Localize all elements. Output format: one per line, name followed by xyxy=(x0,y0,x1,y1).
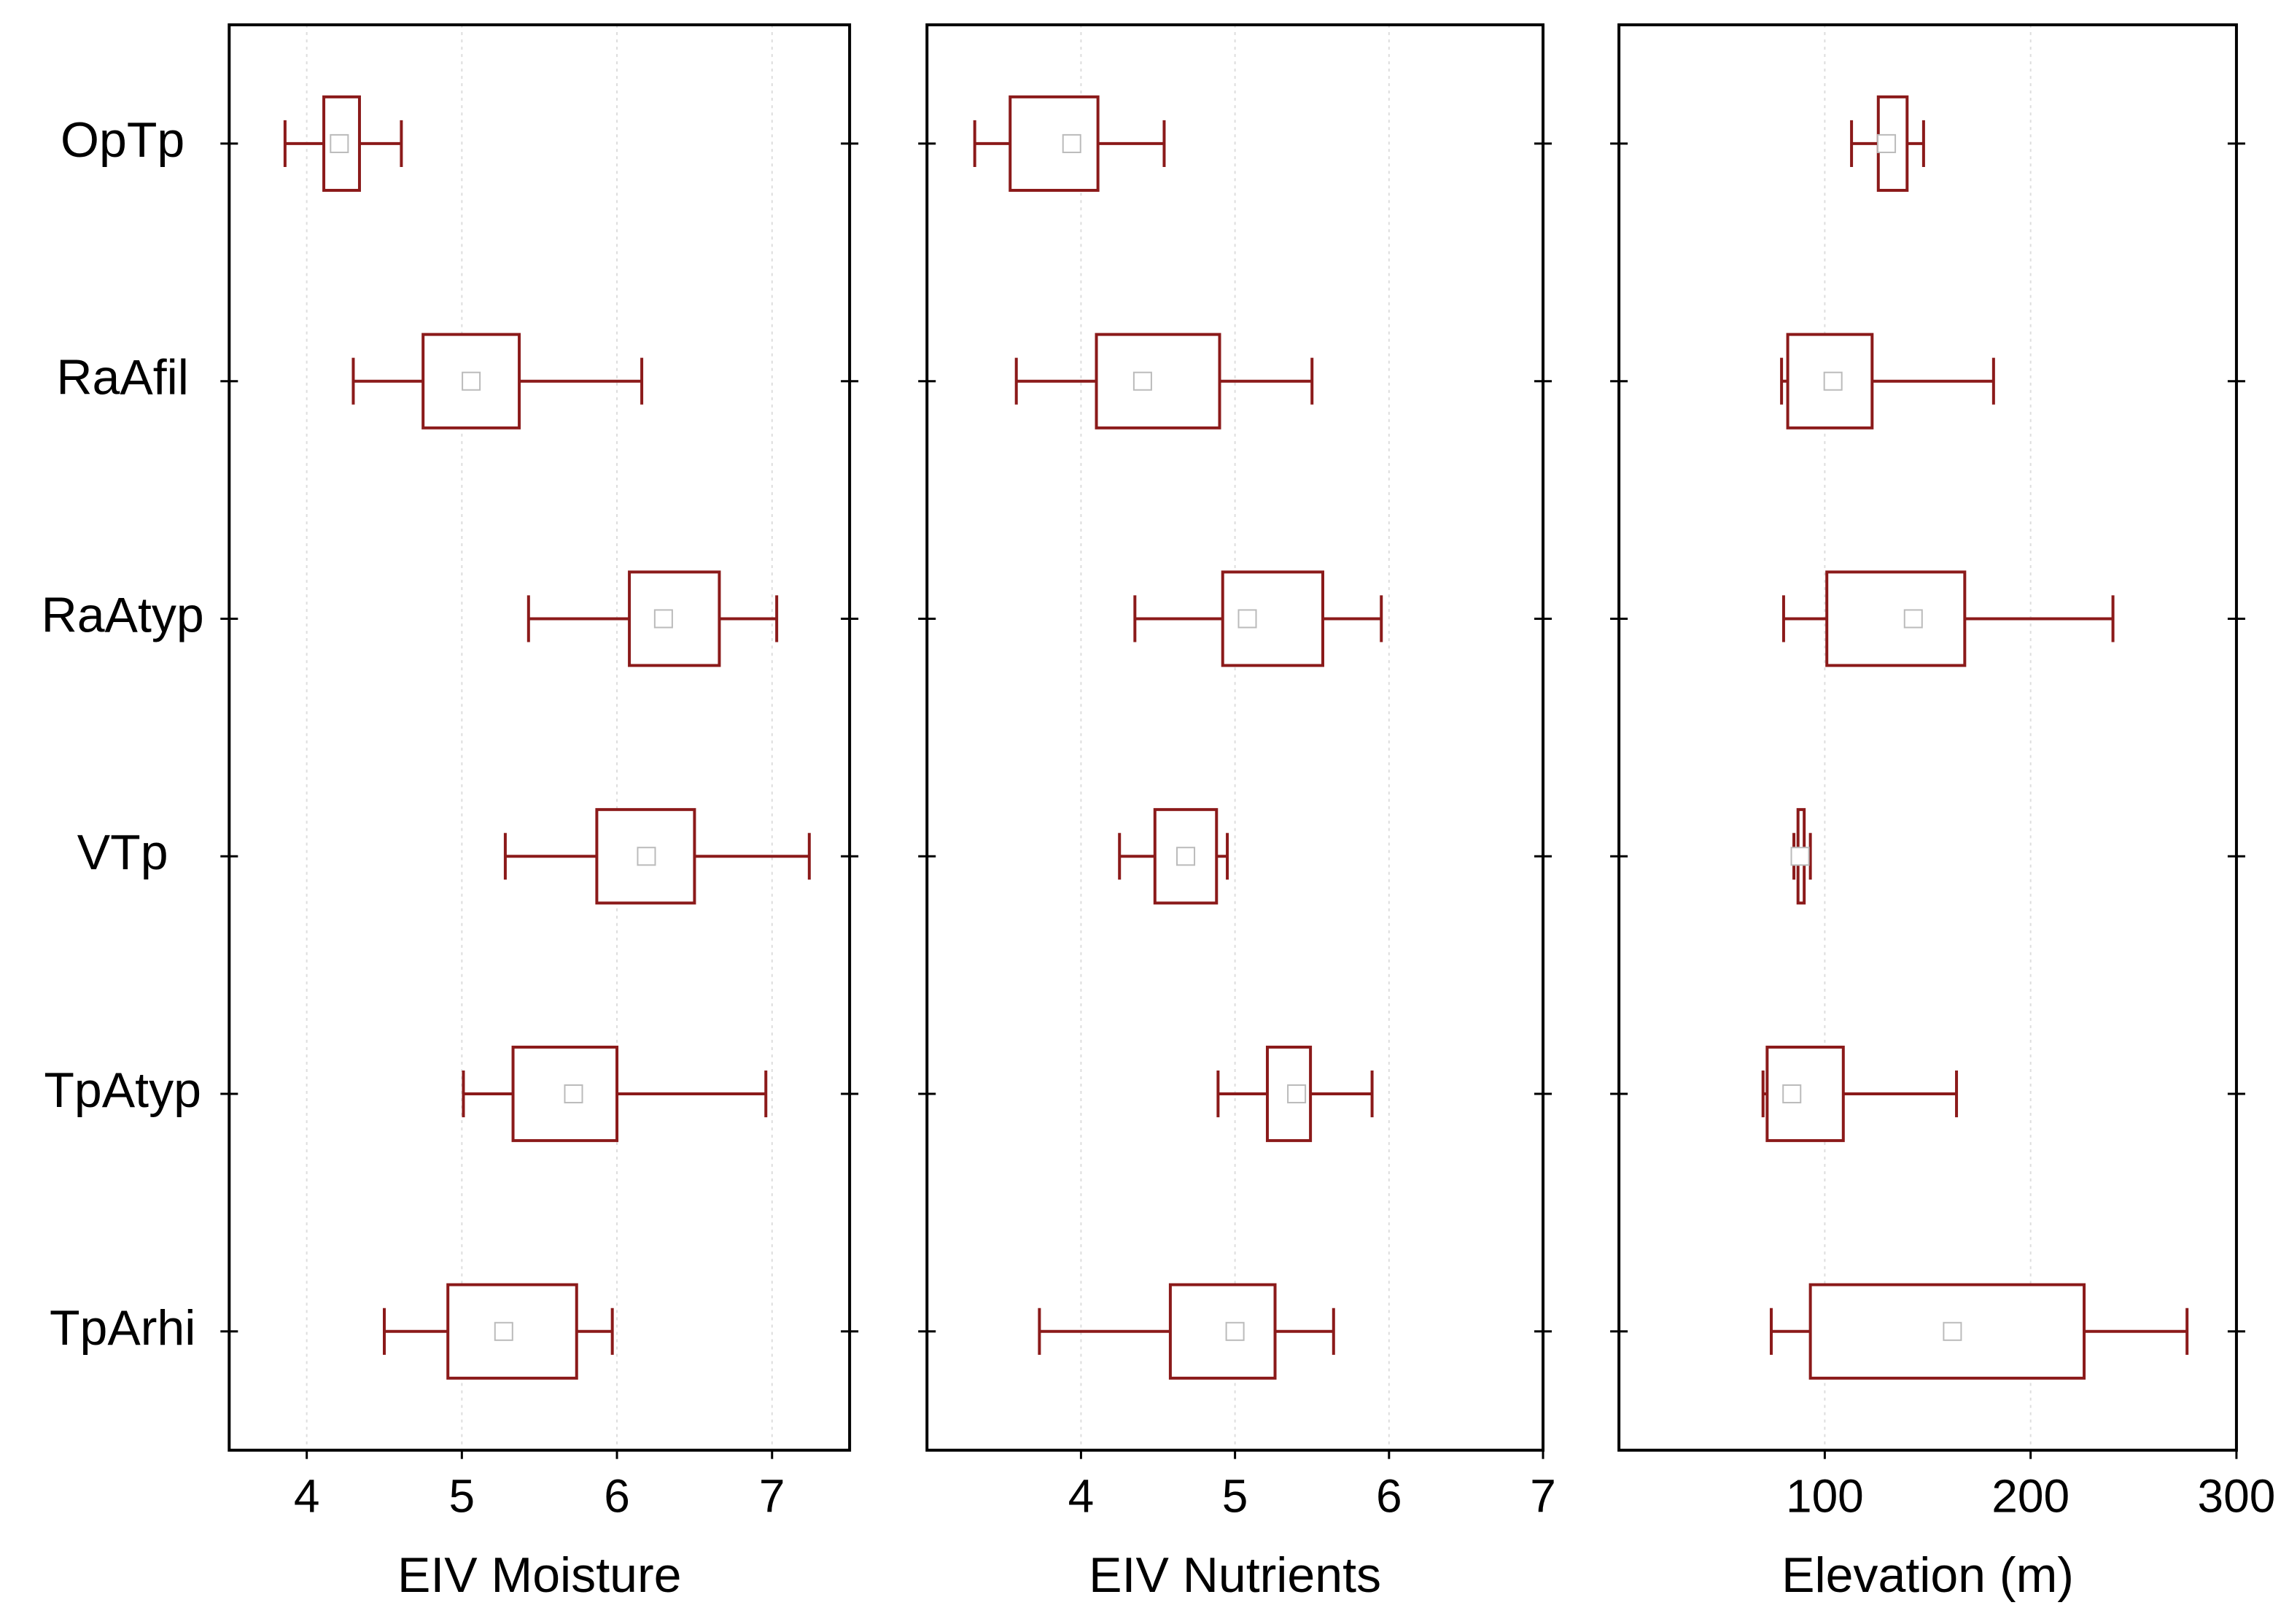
mean-marker xyxy=(1062,133,1081,153)
x-tick-label: 4 xyxy=(1068,1470,1095,1523)
x-axis-label: EIV Moisture xyxy=(397,1547,682,1603)
mean-marker xyxy=(330,133,349,153)
x-tick-label: 5 xyxy=(1222,1470,1248,1523)
x-tick-label: 6 xyxy=(604,1470,630,1523)
plot-frame xyxy=(1617,23,2238,1452)
mean-marker xyxy=(462,371,481,391)
x-axis-label: EIV Nutrients xyxy=(1089,1547,1381,1603)
box xyxy=(1168,1283,1277,1380)
mean-marker xyxy=(1790,847,1810,866)
mean-marker xyxy=(1287,1084,1307,1104)
mean-marker xyxy=(564,1084,583,1104)
category-label: RaAtyp xyxy=(42,587,204,642)
x-tick-label: 200 xyxy=(1991,1470,2070,1523)
x-tick-label: 7 xyxy=(1530,1470,1556,1523)
category-label: RaAfil xyxy=(56,350,189,405)
mean-marker xyxy=(1877,133,1897,153)
x-tick-label: 7 xyxy=(759,1470,785,1523)
category-label: OpTp xyxy=(61,112,184,168)
mean-marker xyxy=(494,1321,513,1341)
mean-marker xyxy=(1943,1321,1962,1341)
mean-marker xyxy=(1903,609,1923,629)
x-tick-label: 100 xyxy=(1786,1470,1864,1523)
category-label: VTp xyxy=(77,825,168,880)
x-tick-label: 6 xyxy=(1376,1470,1402,1523)
mean-marker xyxy=(653,609,673,629)
mean-marker xyxy=(1782,1084,1802,1104)
box xyxy=(1009,95,1100,193)
category-label: TpAtyp xyxy=(44,1062,201,1118)
box xyxy=(1221,570,1325,667)
x-tick-label: 300 xyxy=(2197,1470,2275,1523)
x-axis-label: Elevation (m) xyxy=(1781,1547,2074,1603)
plot-frame xyxy=(228,23,852,1452)
x-tick-label: 5 xyxy=(449,1470,475,1523)
box xyxy=(1095,333,1221,430)
mean-marker xyxy=(1237,609,1257,629)
category-label: TpArhi xyxy=(50,1300,195,1356)
box xyxy=(628,570,721,667)
mean-marker xyxy=(637,847,656,866)
x-tick-label: 4 xyxy=(294,1470,320,1523)
mean-marker xyxy=(1225,1321,1245,1341)
mean-marker xyxy=(1823,371,1843,391)
mean-marker xyxy=(1176,847,1196,866)
plot-frame xyxy=(925,23,1545,1452)
box xyxy=(1765,1045,1845,1143)
mean-marker xyxy=(1132,371,1152,391)
box xyxy=(1825,570,1967,667)
